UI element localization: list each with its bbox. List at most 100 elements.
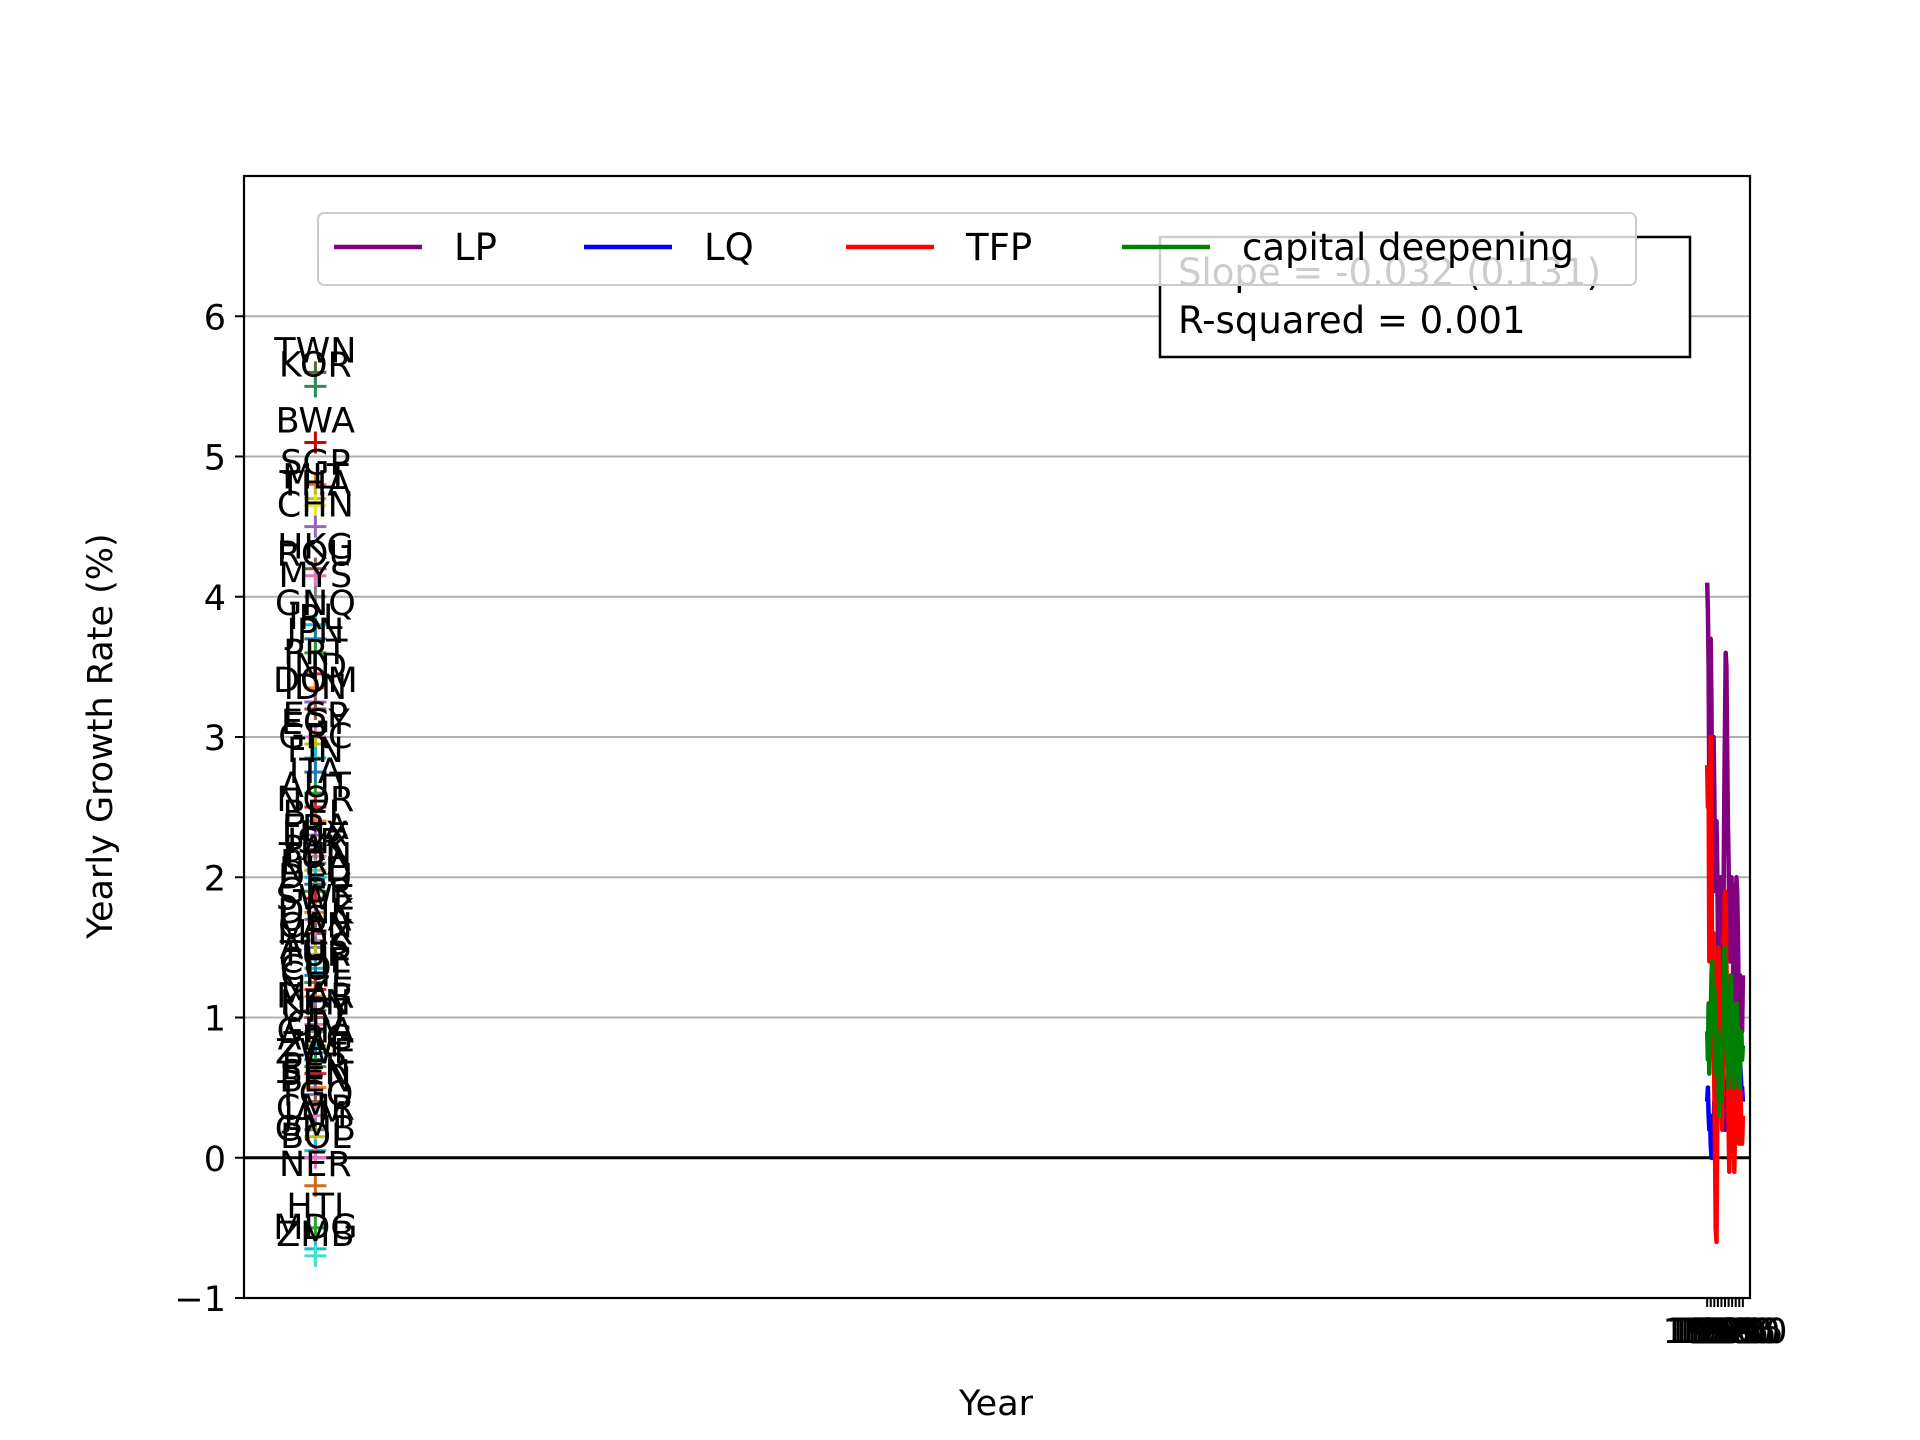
series-line-capital-deepening [1704, 945, 1746, 1118]
country-label: CHN [277, 486, 354, 526]
series-layer [1704, 582, 1746, 1245]
country-label: HTI [286, 1187, 344, 1227]
x-tick-label: 1955 [1666, 1312, 1755, 1352]
country-point: IDN [284, 668, 347, 720]
country-label: JAM [281, 1096, 347, 1136]
country-label: KOR [279, 345, 352, 385]
country-point: FIN [287, 731, 344, 784]
x-tick-label: 1960 [1670, 1312, 1759, 1352]
country-label: KEN [280, 984, 351, 1024]
country-label: PAK [282, 829, 349, 869]
country-point: MAR [276, 977, 355, 1029]
country-point: DNK [277, 892, 354, 945]
country-point: HTI [286, 1187, 344, 1239]
country-label: ITA [289, 752, 342, 792]
country-label: MYS [278, 556, 352, 596]
legend: LP LQ TFP capital deepening [317, 212, 1637, 286]
country-label: LUX [282, 815, 349, 855]
country-point: SGP [280, 444, 351, 496]
legend-label: LQ [704, 226, 754, 269]
annotation-rsquared: R-squared = 0.001 [1178, 299, 1526, 342]
x-tick-label: 1950 [1663, 1312, 1752, 1352]
country-point: AUS [279, 927, 351, 980]
country-point: HKG [277, 528, 354, 580]
country-label: ESP [283, 696, 348, 736]
country-point: PAK [282, 829, 349, 882]
country-label: FIN [287, 731, 344, 771]
country-label: URY [281, 991, 351, 1031]
country-point: GBR [278, 871, 353, 924]
y-tick-label: −1 [174, 1280, 226, 1320]
y-tick-label: 1 [204, 1000, 226, 1040]
x-tick-label: 2000 [1698, 1312, 1787, 1352]
country-point: CHN [277, 486, 354, 538]
country-label: ROU [277, 535, 355, 575]
country-point: CAN [278, 906, 353, 959]
country-label: NOR [276, 780, 354, 820]
country-point: JPN [285, 612, 345, 664]
country-label: IND [284, 647, 347, 687]
country-label: CHL [280, 955, 351, 995]
country-label: CAN [278, 906, 353, 946]
country-label: CMR [276, 1089, 355, 1129]
country-point: NOR [276, 780, 354, 833]
country-label: NLD [279, 850, 352, 890]
country-label: PER [282, 1047, 350, 1087]
country-label: EGY [281, 703, 350, 743]
country-label: JPN [285, 612, 345, 652]
y-axis-label: Yearly Growth Rate (%) [81, 533, 121, 939]
country-point: IND [284, 647, 347, 699]
x-tick-label: 1980 [1684, 1312, 1773, 1352]
x-tick-label: 1985 [1688, 1312, 1777, 1352]
country-label: COL [280, 948, 352, 988]
country-label: TUR [279, 934, 351, 974]
y-tick-label: 2 [204, 859, 226, 899]
country-label: ZAF [281, 1026, 349, 1066]
country-point: JAM [281, 1096, 347, 1148]
country-label: ISR [287, 822, 344, 862]
country-label: NER [279, 1145, 352, 1185]
country-point: DOM [273, 661, 358, 713]
country-point: MEX [277, 913, 354, 966]
x-tick-label: 1990 [1691, 1312, 1780, 1352]
country-point: GRC [278, 717, 352, 770]
x-tick-label: 1970 [1677, 1312, 1766, 1352]
country-label: HKG [277, 528, 353, 568]
country-point: PRT [283, 633, 348, 685]
country-point: CHL [280, 955, 351, 1008]
x-tick-label: 1975 [1680, 1312, 1769, 1352]
country-point: CIV [286, 1005, 345, 1057]
country-point: TUR [279, 934, 351, 987]
country-label: TUN [278, 836, 352, 876]
x-axis: 1950195519601965197019751980198519901995… [1663, 1298, 1787, 1352]
country-label: SWE [276, 878, 355, 918]
country-point: EGY [281, 703, 350, 756]
country-label: MAR [276, 977, 354, 1017]
y-axis: −1 0 1 2 3 4 5 6 [174, 298, 244, 1320]
country-point: KOR [279, 345, 352, 398]
y-tick-label: 0 [204, 1140, 226, 1180]
country-label: ZWE [275, 1033, 356, 1073]
y-tick-label: 3 [204, 719, 226, 759]
country-label: BEN [279, 1061, 351, 1101]
country-points: TWNKORBWASGPMLTTHACHNHKGROUMYSGNQIRLJPNP… [273, 331, 358, 1267]
country-label: GMB [275, 1110, 356, 1150]
country-point: CMR [276, 1089, 355, 1141]
country-point: COL [280, 948, 352, 1001]
country-label: TGO [276, 1075, 353, 1115]
country-label: DOM [273, 661, 358, 701]
country-label: BOL [280, 1117, 351, 1157]
legend-label: LP [454, 226, 497, 269]
country-point: IRL [288, 598, 343, 650]
country-point: NER [279, 1145, 352, 1197]
country-label: BWA [276, 401, 355, 441]
country-point: CHE [279, 941, 352, 994]
country-label: GBR [278, 871, 353, 911]
country-point: GHA [277, 1012, 354, 1064]
country-label: AUT [280, 766, 352, 806]
country-point: NZL [281, 969, 351, 1022]
x-tick-label: 1995 [1695, 1312, 1784, 1352]
country-point: SWE [276, 878, 355, 931]
country-point: ZMB [276, 1215, 354, 1267]
country-label: BRA [280, 843, 351, 883]
